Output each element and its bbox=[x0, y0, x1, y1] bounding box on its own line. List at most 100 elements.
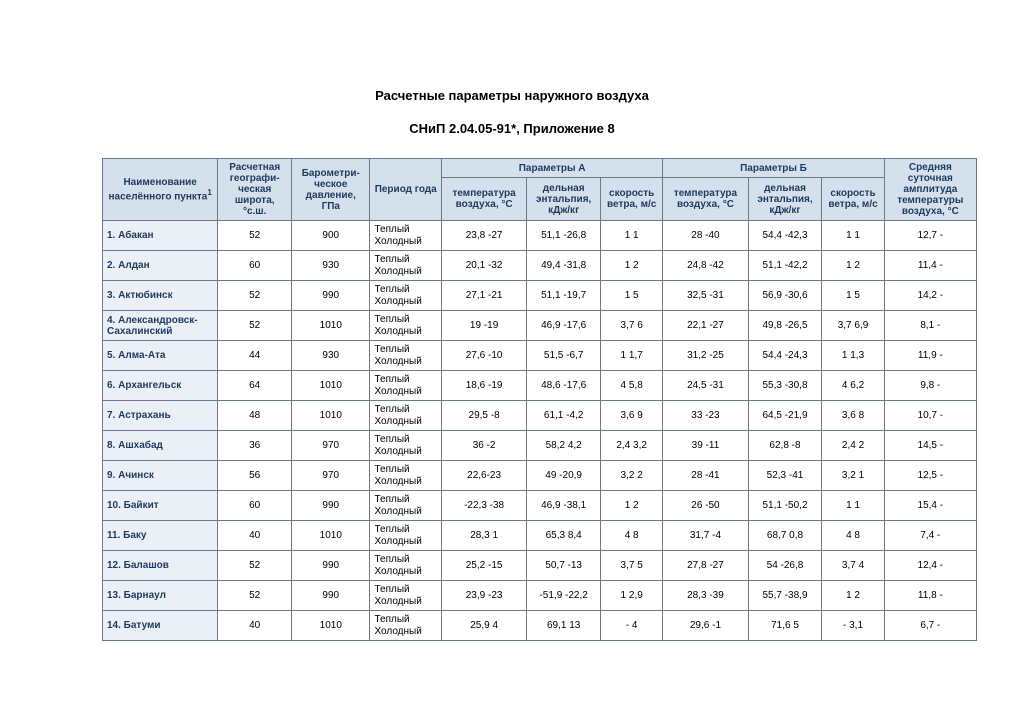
cell-enthB: 54,4 -24,3 bbox=[748, 341, 822, 371]
cell-lat: 36 bbox=[218, 431, 292, 461]
cell-windA: 1 5 bbox=[601, 281, 663, 311]
th-enthA: дельная энтальпия, кДж/кг bbox=[527, 178, 601, 221]
cell-lat: 48 bbox=[218, 401, 292, 431]
th-name-text: Наименование населённого пункта bbox=[108, 177, 207, 202]
cell-windB: 3,6 8 bbox=[822, 401, 884, 431]
title-sub: СНиП 2.04.05-91*, Приложение 8 bbox=[0, 121, 1024, 136]
cell-enthA: 49,4 -31,8 bbox=[527, 251, 601, 281]
cell-tempA: 19 -19 bbox=[441, 311, 526, 341]
cell-baro: 990 bbox=[292, 581, 370, 611]
data-table: Наименование населённого пункта1 Расчетн… bbox=[102, 158, 977, 641]
cell-period: ТеплыйХолодный bbox=[370, 281, 441, 311]
cell-name: 13. Барнаул bbox=[103, 581, 218, 611]
cell-lat: 52 bbox=[218, 281, 292, 311]
cell-enthA: 48,6 -17,6 bbox=[527, 371, 601, 401]
cell-baro: 1010 bbox=[292, 521, 370, 551]
cell-enthB: 55,7 -38,9 bbox=[748, 581, 822, 611]
cell-amp: 10,7 - bbox=[884, 401, 976, 431]
cell-amp: 14,5 - bbox=[884, 431, 976, 461]
cell-windA: - 4 bbox=[601, 611, 663, 641]
title-block: Расчетные параметры наружного воздуха СН… bbox=[0, 0, 1024, 136]
cell-lat: 44 bbox=[218, 341, 292, 371]
cell-enthA: -51,9 -22,2 bbox=[527, 581, 601, 611]
cell-windB: 1 2 bbox=[822, 581, 884, 611]
cell-windA: 3,7 5 bbox=[601, 551, 663, 581]
table-row: 8. Ашхабад36970ТеплыйХолодный36 -258,2 4… bbox=[103, 431, 977, 461]
cell-amp: 15,4 - bbox=[884, 491, 976, 521]
cell-name: 10. Байкит bbox=[103, 491, 218, 521]
cell-enthB: 52,3 -41 bbox=[748, 461, 822, 491]
table-body: 1. Абакан52900ТеплыйХолодный23,8 -2751,1… bbox=[103, 221, 977, 641]
cell-enthB: 56,9 -30,6 bbox=[748, 281, 822, 311]
cell-enthB: 71,6 5 bbox=[748, 611, 822, 641]
th-baro: Барометри-ческое давление, ГПа bbox=[292, 159, 370, 221]
cell-amp: 11,8 - bbox=[884, 581, 976, 611]
cell-lat: 64 bbox=[218, 371, 292, 401]
cell-enthB: 64,5 -21,9 bbox=[748, 401, 822, 431]
table-row: 4. Александровск-Сахалинский521010Теплый… bbox=[103, 311, 977, 341]
cell-windB: 1 5 bbox=[822, 281, 884, 311]
table-row: 6. Архангельск641010ТеплыйХолодный18,6 -… bbox=[103, 371, 977, 401]
cell-windB: - 3,1 bbox=[822, 611, 884, 641]
cell-enthA: 51,5 -6,7 bbox=[527, 341, 601, 371]
th-enthB: дельная энтальпия, кДж/кг bbox=[748, 178, 822, 221]
cell-baro: 990 bbox=[292, 281, 370, 311]
cell-baro: 930 bbox=[292, 341, 370, 371]
cell-tempB: 22,1 -27 bbox=[663, 311, 748, 341]
th-windB: скорость ветра, м/с bbox=[822, 178, 884, 221]
cell-lat: 40 bbox=[218, 611, 292, 641]
cell-enthA: 51,1 -19,7 bbox=[527, 281, 601, 311]
cell-enthA: 69,1 13 bbox=[527, 611, 601, 641]
th-name-sup: 1 bbox=[207, 188, 211, 197]
th-lat: Расчетная географи-ческая широта, °с.ш. bbox=[218, 159, 292, 221]
table-row: 11. Баку401010ТеплыйХолодный28,3 165,3 8… bbox=[103, 521, 977, 551]
th-tempB: температура воздуха, °С bbox=[663, 178, 748, 221]
cell-enthA: 49 -20,9 bbox=[527, 461, 601, 491]
cell-lat: 40 bbox=[218, 521, 292, 551]
cell-tempA: 27,1 -21 bbox=[441, 281, 526, 311]
cell-period: ТеплыйХолодный bbox=[370, 251, 441, 281]
cell-windA: 1 2 bbox=[601, 251, 663, 281]
table-row: 7. Астрахань481010ТеплыйХолодный29,5 -86… bbox=[103, 401, 977, 431]
th-amp: Средняя суточная амплитуда температуры в… bbox=[884, 159, 976, 221]
cell-windA: 3,7 6 bbox=[601, 311, 663, 341]
cell-windA: 4 5,8 bbox=[601, 371, 663, 401]
cell-name: 11. Баку bbox=[103, 521, 218, 551]
table-row: 12. Балашов52990ТеплыйХолодный25,2 -1550… bbox=[103, 551, 977, 581]
cell-enthA: 51,1 -26,8 bbox=[527, 221, 601, 251]
table-row: 3. Актюбинск52990ТеплыйХолодный27,1 -215… bbox=[103, 281, 977, 311]
cell-period: ТеплыйХолодный bbox=[370, 311, 441, 341]
cell-windA: 1 2,9 bbox=[601, 581, 663, 611]
cell-enthA: 58,2 4,2 bbox=[527, 431, 601, 461]
cell-name: 2. Алдан bbox=[103, 251, 218, 281]
cell-amp: 14,2 - bbox=[884, 281, 976, 311]
cell-amp: 12,7 - bbox=[884, 221, 976, 251]
cell-tempB: 29,6 -1 bbox=[663, 611, 748, 641]
cell-enthB: 62,8 -8 bbox=[748, 431, 822, 461]
cell-windB: 4 8 bbox=[822, 521, 884, 551]
cell-period: ТеплыйХолодный bbox=[370, 521, 441, 551]
cell-baro: 900 bbox=[292, 221, 370, 251]
cell-tempA: 28,3 1 bbox=[441, 521, 526, 551]
cell-windB: 1 1 bbox=[822, 491, 884, 521]
cell-tempA: 25,9 4 bbox=[441, 611, 526, 641]
th-name: Наименование населённого пункта1 bbox=[103, 159, 218, 221]
cell-baro: 1010 bbox=[292, 371, 370, 401]
cell-baro: 930 bbox=[292, 251, 370, 281]
cell-period: ТеплыйХолодный bbox=[370, 221, 441, 251]
cell-name: 12. Балашов bbox=[103, 551, 218, 581]
cell-lat: 56 bbox=[218, 461, 292, 491]
cell-name: 9. Ачинск bbox=[103, 461, 218, 491]
cell-tempB: 27,8 -27 bbox=[663, 551, 748, 581]
cell-lat: 52 bbox=[218, 311, 292, 341]
cell-windA: 1 1,7 bbox=[601, 341, 663, 371]
table-row: 9. Ачинск56970ТеплыйХолодный22,6-2349 -2… bbox=[103, 461, 977, 491]
cell-windB: 3,2 1 bbox=[822, 461, 884, 491]
cell-amp: 8,1 - bbox=[884, 311, 976, 341]
cell-enthA: 46,9 -38,1 bbox=[527, 491, 601, 521]
page: Расчетные параметры наружного воздуха СН… bbox=[0, 0, 1024, 725]
cell-baro: 990 bbox=[292, 491, 370, 521]
cell-period: ТеплыйХолодный bbox=[370, 551, 441, 581]
cell-enthB: 51,1 -50,2 bbox=[748, 491, 822, 521]
cell-tempA: 23,9 -23 bbox=[441, 581, 526, 611]
